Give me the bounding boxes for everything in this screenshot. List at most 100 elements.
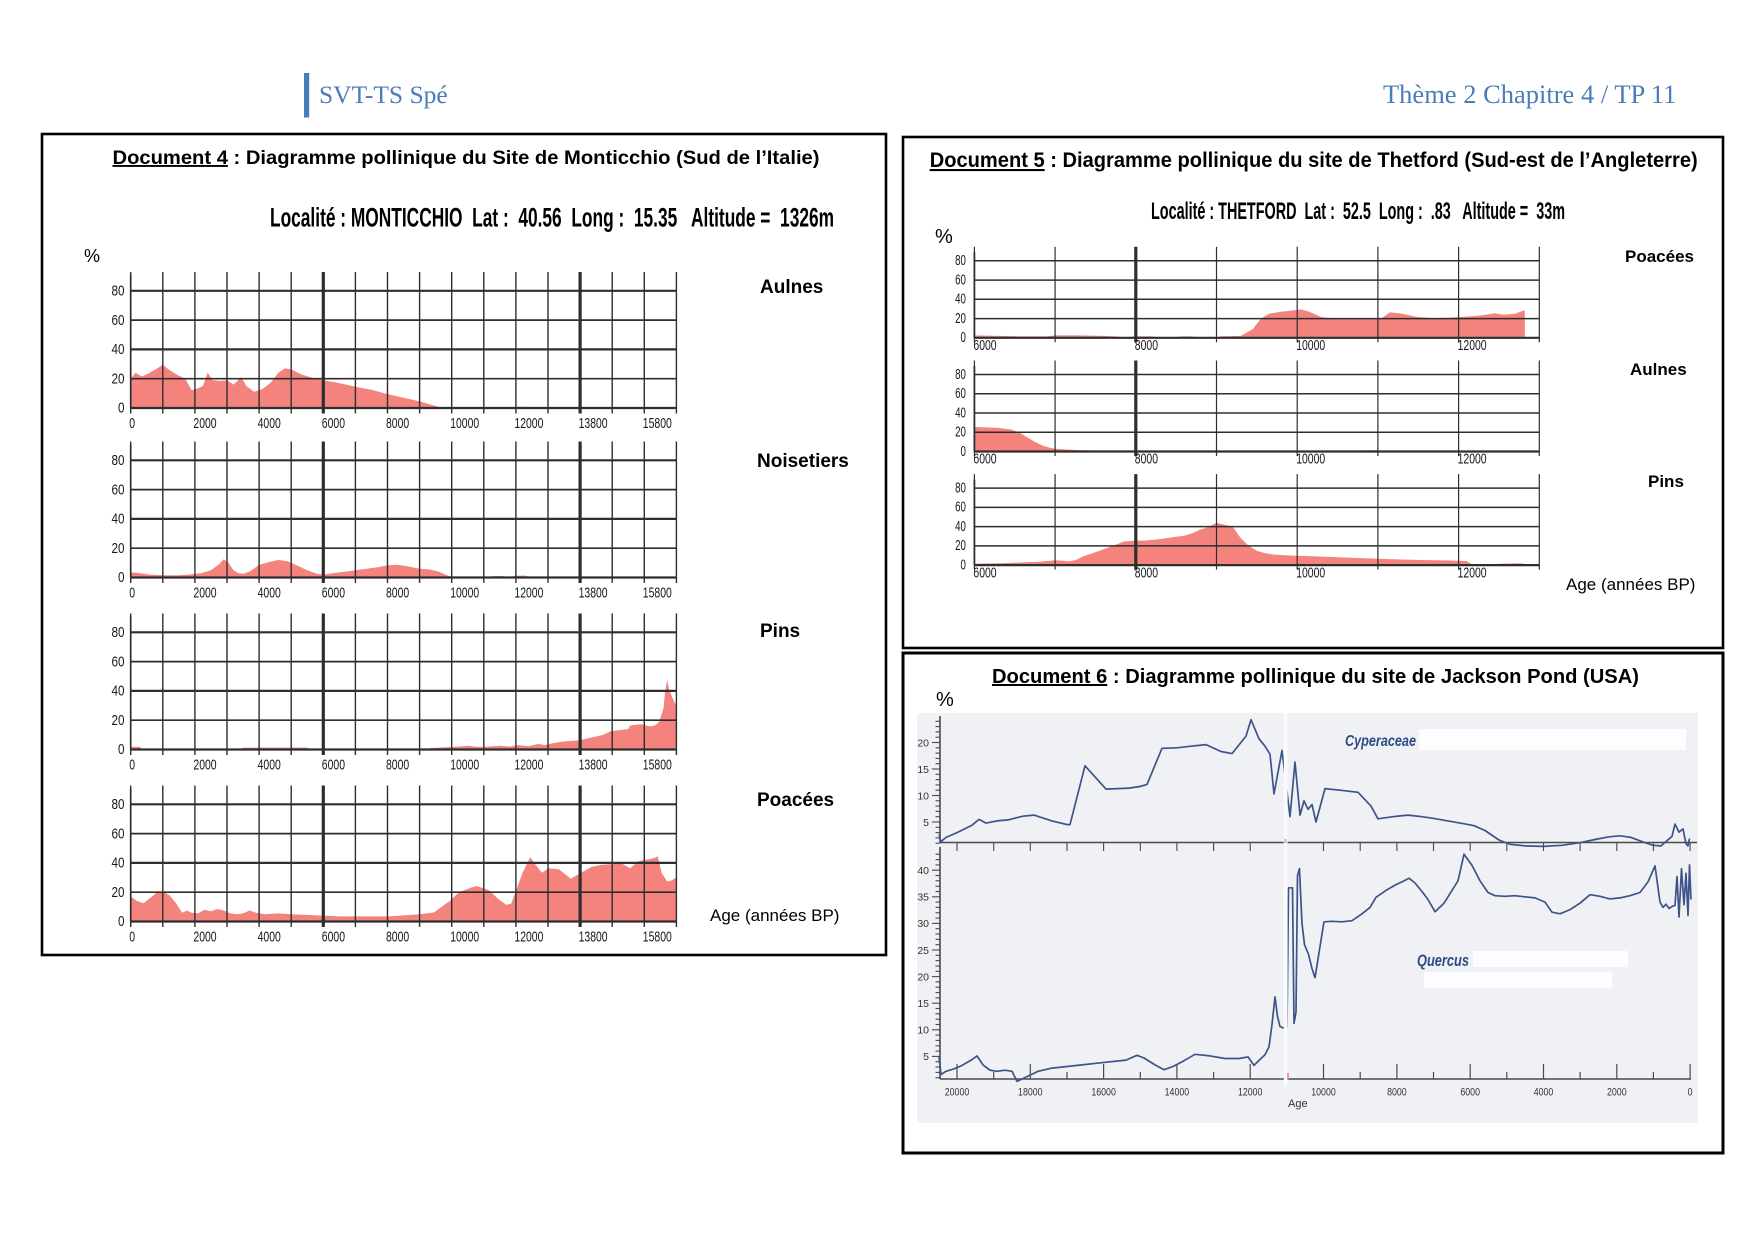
svg-text:Document 5 : Diagramme pollini: Document 5 : Diagramme pollinique du sit… (930, 149, 1698, 172)
svg-text:8000: 8000 (1387, 1087, 1407, 1099)
svg-text:40: 40 (955, 405, 966, 421)
svg-text:%: % (84, 246, 100, 266)
svg-text:60: 60 (955, 272, 966, 288)
svg-text:20: 20 (112, 540, 125, 557)
svg-text:5: 5 (923, 1051, 929, 1063)
svg-text:6000: 6000 (973, 452, 996, 468)
svg-text:6000: 6000 (1460, 1087, 1480, 1099)
svg-text:14000: 14000 (1165, 1087, 1190, 1099)
svg-text:40: 40 (112, 341, 125, 358)
svg-text:6000: 6000 (322, 929, 345, 946)
svg-text:6000: 6000 (322, 585, 345, 602)
svg-text:15800: 15800 (643, 415, 672, 432)
svg-text:80: 80 (112, 624, 125, 641)
svg-text:Age (années BP): Age (années BP) (1566, 575, 1695, 594)
svg-text:20: 20 (955, 311, 966, 327)
svg-text:10000: 10000 (1311, 1087, 1336, 1099)
svg-text:12000: 12000 (1458, 565, 1487, 581)
svg-text:Pins: Pins (760, 621, 800, 642)
svg-text:4000: 4000 (258, 415, 281, 432)
svg-text:%: % (936, 689, 954, 711)
svg-text:Quercus: Quercus (1417, 951, 1469, 970)
svg-text:12000: 12000 (1458, 338, 1487, 354)
svg-text:Thème 2 Chapitre 4 / TP 11: Thème 2 Chapitre 4 / TP 11 (1383, 79, 1676, 109)
svg-text:0: 0 (118, 913, 125, 930)
svg-text:20: 20 (112, 884, 125, 901)
svg-text:6000: 6000 (322, 415, 345, 432)
svg-text:20: 20 (917, 971, 929, 983)
svg-text:80: 80 (112, 283, 125, 300)
svg-text:Aulnes: Aulnes (1630, 360, 1687, 379)
svg-text:12000: 12000 (514, 929, 543, 946)
svg-text:12000: 12000 (514, 757, 543, 774)
svg-text:20: 20 (112, 370, 125, 387)
svg-text:10000: 10000 (1296, 565, 1325, 581)
svg-text:5: 5 (923, 817, 929, 829)
svg-text:2000: 2000 (193, 929, 216, 946)
svg-text:40: 40 (112, 683, 125, 700)
svg-text:8000: 8000 (1135, 452, 1158, 468)
svg-text:4000: 4000 (1534, 1087, 1554, 1099)
svg-text:0: 0 (118, 400, 125, 417)
svg-text:20: 20 (955, 425, 966, 441)
svg-text:4000: 4000 (258, 757, 281, 774)
svg-text:2000: 2000 (1607, 1087, 1627, 1099)
svg-text:Noisetiers: Noisetiers (757, 451, 849, 472)
svg-text:80: 80 (112, 796, 125, 813)
svg-text:15: 15 (917, 764, 929, 776)
svg-text:4000: 4000 (258, 585, 281, 602)
svg-text:80: 80 (955, 367, 966, 383)
svg-text:Document 4 : Diagramme pollini: Document 4 : Diagramme pollinique du Sit… (113, 148, 820, 169)
svg-text:60: 60 (112, 825, 125, 842)
svg-text:2000: 2000 (193, 757, 216, 774)
svg-text:20000: 20000 (945, 1087, 970, 1099)
svg-text:Pins: Pins (1648, 472, 1684, 491)
svg-text:10000: 10000 (450, 585, 479, 602)
svg-text:0: 0 (961, 444, 966, 460)
svg-text:6000: 6000 (973, 338, 996, 354)
svg-text:12000: 12000 (514, 415, 543, 432)
svg-text:20: 20 (955, 538, 966, 554)
svg-text:15800: 15800 (643, 585, 672, 602)
svg-text:40: 40 (112, 855, 125, 872)
svg-text:10: 10 (917, 1025, 929, 1037)
svg-text:6000: 6000 (973, 565, 996, 581)
svg-text:12000: 12000 (514, 585, 543, 602)
svg-text:16000: 16000 (1091, 1087, 1116, 1099)
svg-text:25: 25 (917, 945, 929, 957)
svg-text:40: 40 (112, 511, 125, 528)
svg-text:13800: 13800 (579, 585, 608, 602)
svg-text:40: 40 (917, 865, 929, 877)
svg-text:8000: 8000 (386, 929, 409, 946)
svg-text:30: 30 (917, 918, 929, 930)
svg-text:10000: 10000 (450, 929, 479, 946)
svg-text:13800: 13800 (579, 929, 608, 946)
svg-text:8000: 8000 (386, 585, 409, 602)
svg-text:0: 0 (129, 585, 135, 602)
svg-text:60: 60 (112, 653, 125, 670)
svg-text:Document 6 : Diagramme pollini: Document 6 : Diagramme pollinique du sit… (992, 666, 1639, 688)
svg-text:10000: 10000 (450, 415, 479, 432)
svg-text:10000: 10000 (450, 757, 479, 774)
svg-text:60: 60 (955, 500, 966, 516)
svg-text:Localité : MONTICCHIO Lat :: Localité : MONTICCHIO Lat : 40.56 Long :… (270, 203, 834, 233)
svg-text:Poacées: Poacées (757, 790, 834, 811)
svg-text:60: 60 (112, 312, 125, 329)
svg-text:20: 20 (112, 712, 125, 729)
svg-text:0: 0 (129, 929, 135, 946)
svg-text:0: 0 (118, 741, 125, 758)
svg-text:12000: 12000 (1238, 1087, 1263, 1099)
svg-text:15: 15 (917, 998, 929, 1010)
svg-text:Age (années BP): Age (années BP) (710, 906, 839, 925)
svg-text:20: 20 (917, 737, 929, 749)
svg-text:35: 35 (917, 892, 929, 904)
svg-text:40: 40 (955, 292, 966, 308)
svg-text:18000: 18000 (1018, 1087, 1043, 1099)
svg-text:SVT-TS Spé: SVT-TS Spé (319, 80, 448, 109)
svg-text:13800: 13800 (579, 415, 608, 432)
svg-text:Age: Age (1288, 1098, 1308, 1110)
svg-text:80: 80 (955, 253, 966, 269)
svg-text:2000: 2000 (193, 415, 216, 432)
svg-text:2000: 2000 (193, 585, 216, 602)
svg-text:10: 10 (917, 790, 929, 802)
